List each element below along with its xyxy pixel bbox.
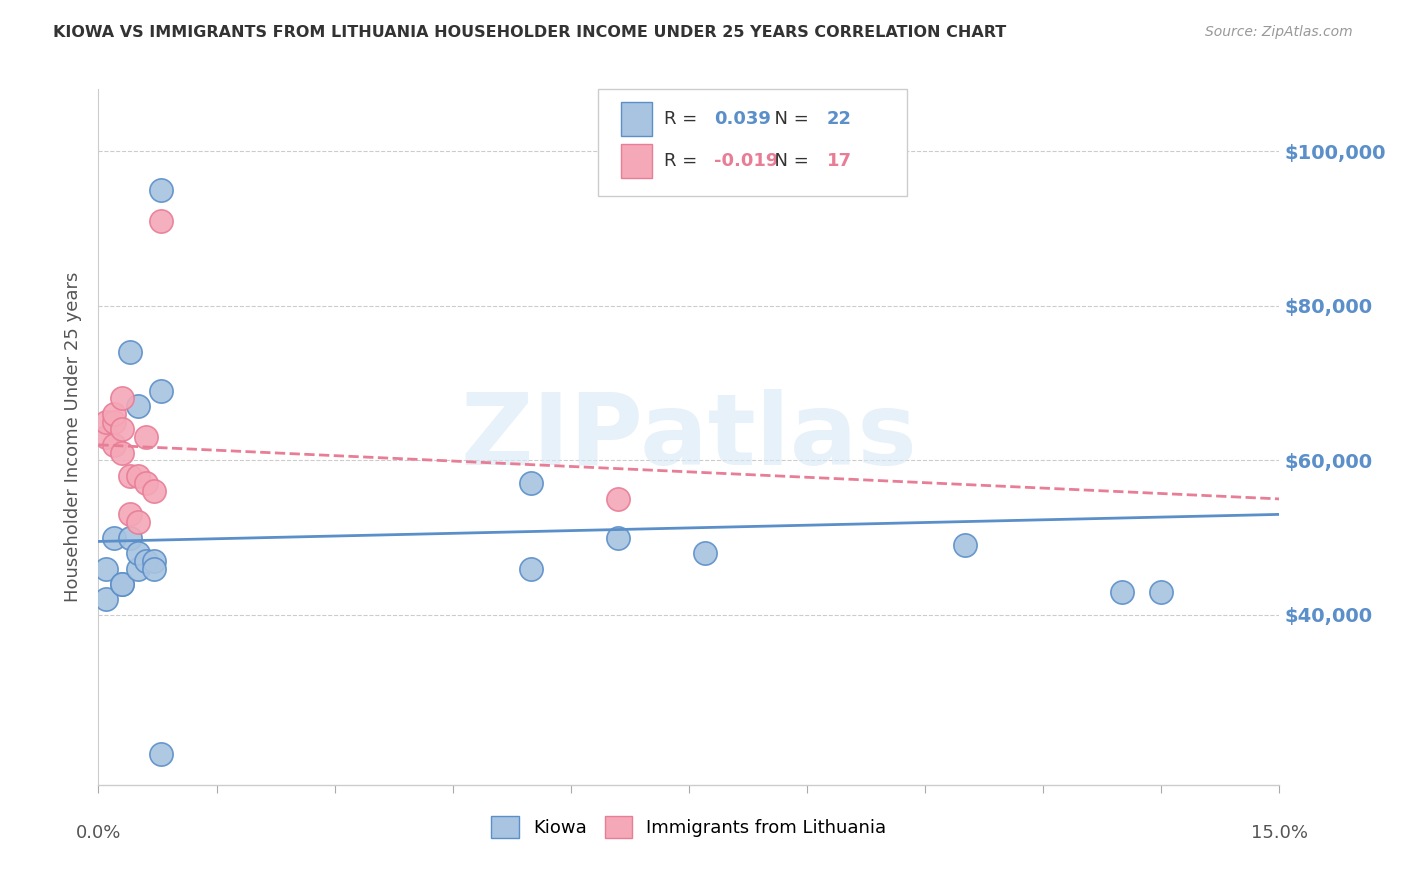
- Point: [96, 430, 118, 444]
- Point: [127, 468, 149, 483]
- Point: [693, 546, 716, 560]
- Point: [150, 183, 173, 197]
- Point: [150, 384, 173, 398]
- Point: [96, 415, 118, 429]
- Y-axis label: Householder Income Under 25 years: Householder Income Under 25 years: [63, 272, 82, 602]
- Point: [103, 415, 125, 429]
- Text: 0.0%: 0.0%: [76, 824, 121, 842]
- Point: [118, 345, 141, 359]
- Text: N =: N =: [763, 110, 815, 128]
- Point: [103, 438, 125, 452]
- Text: 22: 22: [827, 110, 852, 128]
- Point: [607, 491, 630, 506]
- Point: [118, 531, 141, 545]
- Point: [103, 531, 125, 545]
- Text: KIOWA VS IMMIGRANTS FROM LITHUANIA HOUSEHOLDER INCOME UNDER 25 YEARS CORRELATION: KIOWA VS IMMIGRANTS FROM LITHUANIA HOUSE…: [53, 25, 1007, 40]
- Point: [150, 747, 173, 761]
- Point: [127, 399, 149, 413]
- Point: [135, 430, 157, 444]
- Text: ZIPatlas: ZIPatlas: [461, 389, 917, 485]
- Text: R =: R =: [664, 152, 703, 169]
- Point: [111, 392, 134, 406]
- Text: Source: ZipAtlas.com: Source: ZipAtlas.com: [1205, 25, 1353, 39]
- Text: N =: N =: [763, 152, 815, 169]
- Point: [520, 476, 543, 491]
- Point: [118, 508, 141, 522]
- Point: [103, 407, 125, 421]
- Point: [520, 561, 543, 575]
- Point: [142, 554, 165, 568]
- Point: [111, 445, 134, 459]
- Point: [96, 561, 118, 575]
- Point: [127, 561, 149, 575]
- Legend: Kiowa, Immigrants from Lithuania: Kiowa, Immigrants from Lithuania: [484, 809, 894, 846]
- Text: -0.019: -0.019: [714, 152, 779, 169]
- Point: [127, 515, 149, 529]
- Point: [135, 476, 157, 491]
- Point: [1150, 584, 1173, 599]
- Text: 15.0%: 15.0%: [1251, 824, 1308, 842]
- Point: [111, 577, 134, 591]
- Point: [96, 592, 118, 607]
- Point: [1111, 584, 1133, 599]
- Text: 0.039: 0.039: [714, 110, 770, 128]
- Point: [142, 484, 165, 499]
- Point: [127, 546, 149, 560]
- Point: [142, 561, 165, 575]
- Text: 17: 17: [827, 152, 852, 169]
- Point: [953, 538, 976, 552]
- Point: [118, 468, 141, 483]
- Point: [150, 213, 173, 227]
- Point: [111, 422, 134, 436]
- Point: [111, 577, 134, 591]
- Point: [135, 554, 157, 568]
- Point: [607, 531, 630, 545]
- Text: R =: R =: [664, 110, 703, 128]
